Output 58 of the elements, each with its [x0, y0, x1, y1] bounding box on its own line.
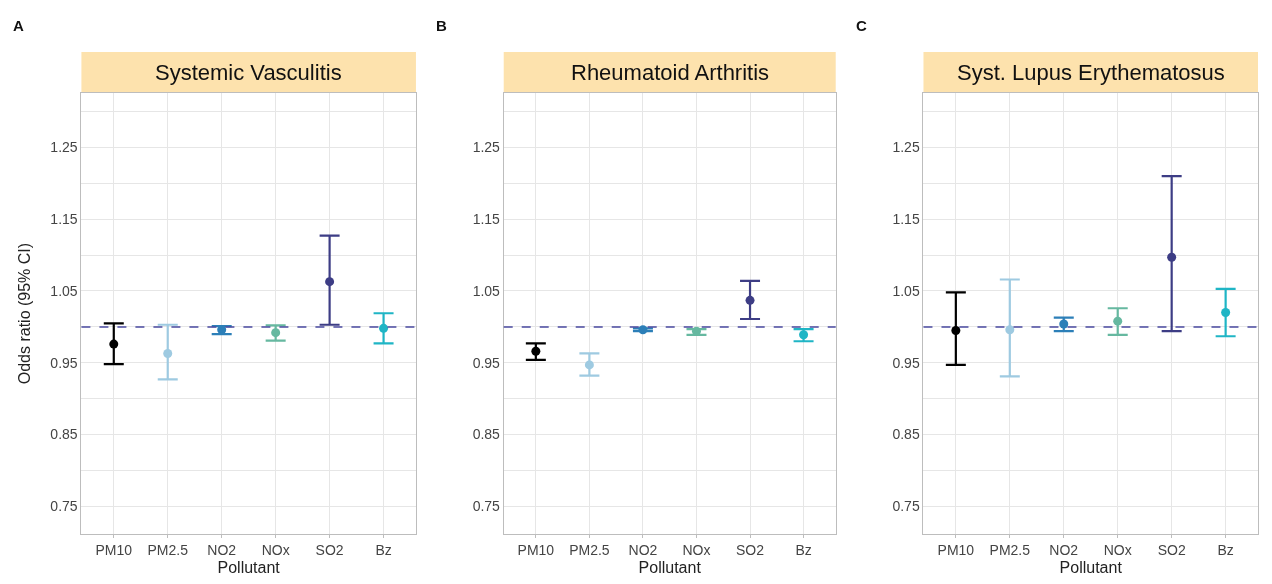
- x-tick-label: NO2: [1049, 542, 1079, 559]
- point: [1167, 252, 1177, 262]
- x-axis-title: Pollutant: [1059, 558, 1123, 576]
- y-tick-label: 1.05: [50, 282, 78, 299]
- x-tick-label: Bz: [1217, 542, 1234, 559]
- point: [163, 348, 173, 358]
- x-tick-label: SO2: [315, 542, 344, 559]
- point: [1113, 316, 1123, 326]
- chart-title: Syst. Lupus Erythematosus: [957, 60, 1225, 85]
- chart-title: Rheumatoid Arthritis: [571, 60, 770, 85]
- x-tick-label: SO2: [1157, 542, 1186, 559]
- x-tick-label: NOx: [261, 542, 290, 559]
- x-tick-label: Bz: [795, 542, 812, 559]
- x-tick-label: Bz: [375, 542, 392, 559]
- x-tick-label: NOx: [1103, 542, 1132, 559]
- y-tick-label: 0.95: [892, 354, 920, 371]
- point: [325, 277, 335, 287]
- y-tick-label: 1.15: [472, 211, 501, 228]
- y-axis-title: Odds ratio (95% CI): [16, 242, 34, 385]
- x-tick-label: NO2: [207, 542, 237, 559]
- y-tick-label: 0.85: [472, 426, 501, 443]
- x-tick-label: PM2.5: [989, 542, 1031, 559]
- point: [379, 323, 389, 333]
- y-tick-label: 1.25: [50, 139, 78, 156]
- y-tick-label: 0.95: [50, 354, 78, 371]
- x-tick-label: PM10: [937, 542, 975, 559]
- y-tick-label: 0.75: [472, 498, 501, 515]
- y-tick-label: 1.05: [472, 282, 501, 299]
- y-tick-label: 1.25: [892, 139, 920, 156]
- y-tick-label: 0.95: [472, 354, 501, 371]
- y-tick-label: 1.25: [472, 139, 501, 156]
- text: B: [436, 17, 447, 34]
- y-tick-label: 0.75: [892, 498, 920, 515]
- chart-title: Systemic Vasculitis: [155, 60, 342, 85]
- point: [584, 360, 594, 370]
- x-tick-label: PM2.5: [147, 542, 189, 559]
- y-tick-label: 0.85: [50, 426, 78, 443]
- x-tick-label: NO2: [628, 542, 658, 559]
- x-tick-label: NOx: [682, 542, 711, 559]
- point: [951, 325, 961, 335]
- x-tick-label: PM10: [517, 542, 555, 559]
- y-tick-label: 1.15: [892, 211, 920, 228]
- point: [638, 325, 648, 335]
- point: [109, 339, 119, 349]
- x-tick-label: PM10: [95, 542, 133, 559]
- point: [1005, 325, 1015, 335]
- x-tick-label: PM2.5: [569, 542, 610, 559]
- x-axis-title: Pollutant: [638, 558, 702, 576]
- point: [1221, 308, 1231, 318]
- x-axis-title: Pollutant: [217, 558, 281, 576]
- text: C: [856, 17, 867, 34]
- y-tick-label: 0.75: [50, 498, 78, 515]
- text: A: [13, 17, 24, 34]
- y-tick-label: 1.05: [892, 282, 920, 299]
- y-tick-label: 1.15: [50, 211, 78, 228]
- point: [745, 295, 755, 305]
- x-tick-label: SO2: [736, 542, 765, 559]
- y-tick-label: 0.85: [892, 426, 920, 443]
